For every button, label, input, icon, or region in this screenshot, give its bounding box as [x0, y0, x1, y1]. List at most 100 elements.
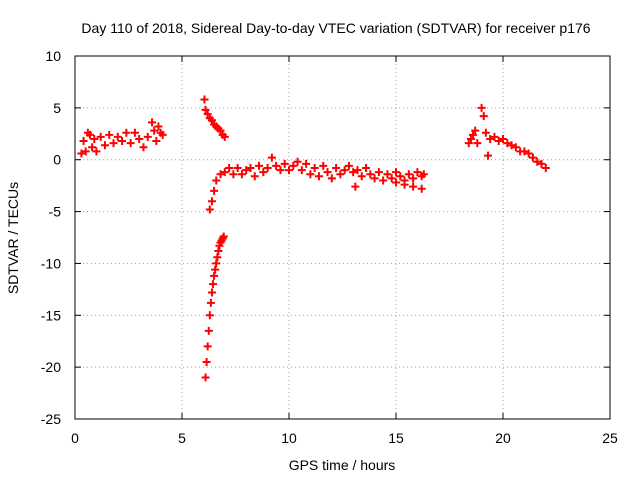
- data-point: [499, 134, 507, 143]
- data-point: [306, 170, 315, 179]
- data-point: [207, 197, 216, 206]
- axis-ticks: [74, 55, 611, 420]
- data-point: [374, 168, 383, 177]
- data-point: [289, 161, 298, 170]
- data-point: [259, 168, 268, 177]
- x-tick-label: 20: [495, 430, 511, 446]
- data-point: [225, 164, 234, 173]
- data-point: [344, 161, 353, 170]
- data-point: [392, 178, 400, 187]
- data-point: [200, 95, 209, 104]
- data-point: [220, 132, 229, 141]
- data-point: [541, 164, 550, 173]
- data-point: [150, 126, 159, 135]
- data-point: [135, 134, 144, 143]
- data-point: [477, 103, 486, 112]
- x-tick-label: 10: [281, 430, 297, 446]
- data-point: [392, 168, 400, 177]
- data-point: [130, 128, 139, 137]
- data-point: [302, 159, 311, 168]
- y-axis-label: SDTVAR / TECUs: [5, 182, 21, 294]
- data-point: [404, 170, 413, 179]
- data-point: [211, 265, 220, 274]
- data-point: [383, 170, 392, 179]
- data-point: [503, 139, 512, 148]
- data-point: [400, 180, 409, 189]
- data-point: [409, 182, 418, 191]
- data-point: [419, 170, 428, 179]
- data-point: [201, 105, 210, 114]
- data-point: [77, 149, 86, 158]
- data-point: [118, 137, 127, 146]
- data-point: [105, 130, 114, 139]
- data-point: [90, 134, 99, 143]
- data-point: [486, 134, 495, 143]
- data-point: [314, 172, 323, 181]
- data-point: [332, 164, 341, 173]
- data-point: [417, 184, 426, 193]
- data-point: [528, 153, 537, 162]
- y-tick-label: -10: [41, 255, 61, 271]
- data-point: [413, 168, 422, 177]
- data-point: [507, 141, 516, 150]
- x-tick-label: 15: [388, 430, 404, 446]
- data-point: [209, 280, 218, 289]
- data-points: [77, 95, 550, 382]
- data-point: [481, 128, 490, 137]
- data-point: [387, 174, 396, 183]
- data-point: [319, 161, 328, 170]
- data-point: [113, 132, 122, 141]
- y-tick-label: 5: [53, 100, 61, 116]
- data-point: [214, 246, 223, 255]
- data-point: [205, 311, 214, 320]
- data-point: [81, 147, 90, 156]
- data-point: [216, 170, 225, 179]
- data-point: [207, 116, 216, 125]
- data-point: [139, 143, 148, 152]
- data-point: [201, 373, 210, 382]
- data-point: [143, 132, 152, 141]
- data-point: [126, 139, 135, 148]
- data-point: [323, 168, 332, 177]
- data-point: [246, 164, 255, 173]
- data-point: [396, 172, 405, 181]
- data-point: [524, 149, 533, 158]
- data-point: [280, 159, 289, 168]
- data-point: [336, 170, 345, 179]
- y-tick-label: 0: [53, 152, 61, 168]
- y-tick-labels: 10 5 0 -5 -10 -15 -20 -25: [41, 48, 61, 427]
- data-point: [213, 253, 222, 262]
- data-point: [207, 288, 216, 297]
- data-point: [379, 176, 388, 185]
- data-point: [148, 118, 157, 127]
- data-point: [272, 161, 281, 170]
- data-point: [85, 130, 94, 139]
- data-point: [100, 141, 109, 150]
- data-point: [242, 166, 251, 175]
- data-point: [210, 186, 219, 195]
- data-point: [520, 147, 529, 156]
- data-point: [210, 271, 219, 280]
- data-point: [353, 166, 362, 175]
- data-point: [297, 166, 306, 175]
- data-point: [202, 357, 211, 366]
- data-point: [349, 168, 358, 177]
- data-point: [233, 164, 242, 173]
- data-point: [471, 126, 480, 135]
- data-point: [203, 110, 212, 119]
- data-point: [203, 342, 212, 351]
- grid: [75, 56, 610, 419]
- data-point: [158, 130, 167, 139]
- data-point: [255, 161, 264, 170]
- x-tick-label: 5: [178, 430, 186, 446]
- data-point: [285, 166, 293, 175]
- data-point: [109, 139, 118, 148]
- data-point: [494, 137, 503, 146]
- data-point: [293, 157, 302, 166]
- plot-frame: [74, 55, 611, 420]
- data-point: [366, 170, 375, 179]
- data-point: [267, 153, 276, 162]
- data-point: [212, 176, 221, 185]
- data-point: [263, 164, 272, 173]
- data-point: [533, 157, 542, 166]
